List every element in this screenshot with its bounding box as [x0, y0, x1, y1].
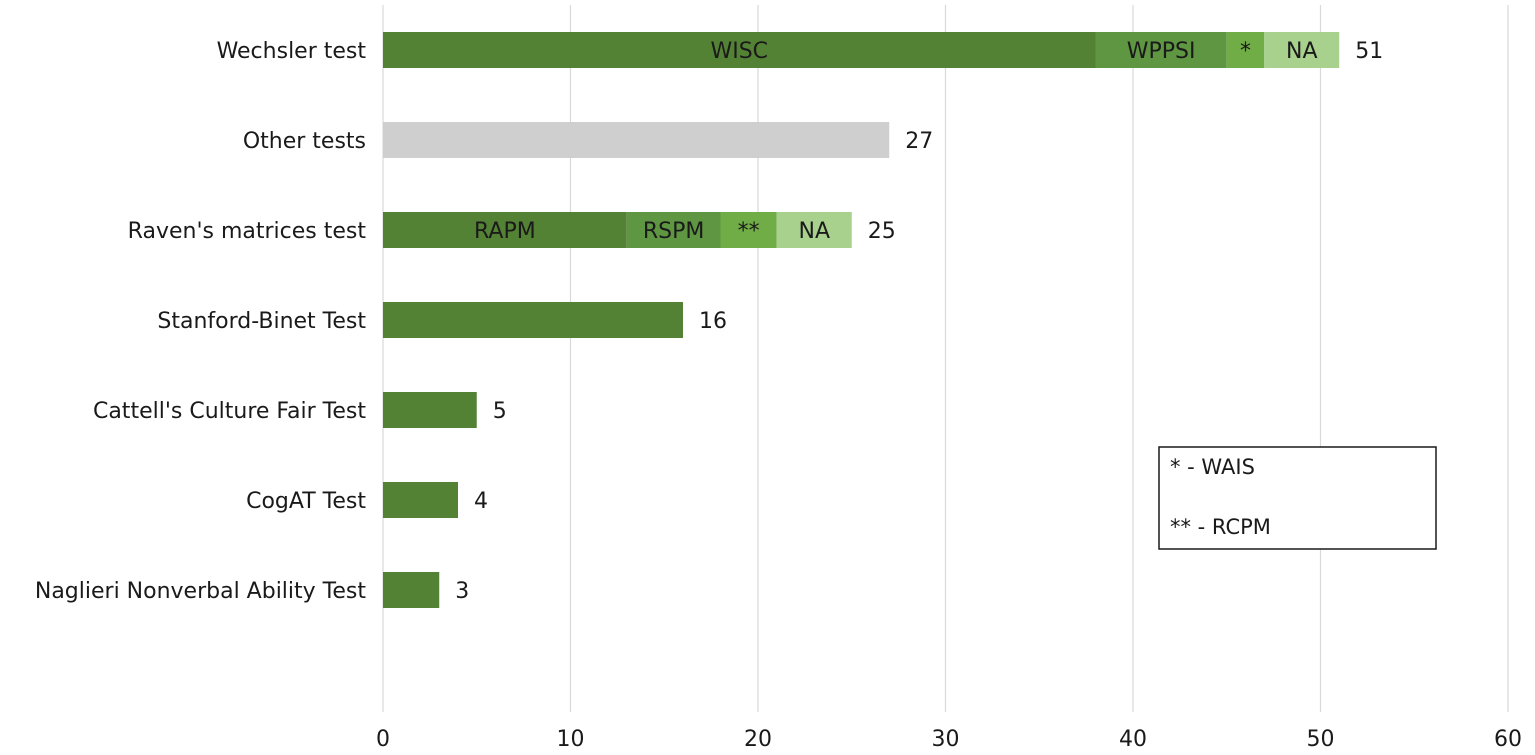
bar-segment [1226, 32, 1265, 68]
total-label: 3 [455, 579, 469, 604]
x-tick-label: 30 [932, 727, 960, 752]
bar-segment [383, 32, 1096, 68]
legend-box [1158, 446, 1437, 550]
category-labels: Wechsler test Other tests Raven's matrices… [35, 39, 367, 604]
category-label: Stanford-Binet Test [157, 309, 366, 334]
total-label: 16 [699, 309, 727, 334]
gridlines [382, 5, 1509, 712]
legend-entry-rcpm: ** - RCPM [1170, 515, 1271, 539]
category-label: Other tests [243, 129, 366, 154]
bar-segment [383, 572, 440, 608]
bars [383, 32, 1340, 608]
bar-segment [776, 212, 852, 248]
legend-entry-wais: * - WAIS [1170, 455, 1255, 479]
x-tick-label: 0 [376, 727, 390, 752]
bar-segment [626, 212, 721, 248]
total-label: 51 [1355, 39, 1383, 64]
bar-segment [1095, 32, 1227, 68]
segment-label: NA [798, 219, 830, 244]
segment-label: NA [1286, 39, 1318, 64]
segment-label: WPPSI [1127, 39, 1196, 64]
x-tick-labels: 0 10 20 30 40 50 60 [376, 727, 1522, 752]
category-label: Wechsler test [217, 39, 367, 64]
category-label: CogAT Test [246, 489, 366, 514]
bar-segment [383, 302, 683, 338]
x-tick-label: 40 [1119, 727, 1147, 752]
category-label: Raven's matrices test [128, 219, 367, 244]
segment-labels: WISC WPPSI * NA RAPM RSPM ** NA [474, 39, 1317, 244]
total-label: 25 [868, 219, 896, 244]
x-tick-label: 50 [1307, 727, 1335, 752]
bar-segment [383, 482, 458, 518]
category-label: Naglieri Nonverbal Ability Test [35, 579, 367, 604]
bar-segment [1264, 32, 1340, 68]
segment-label: ** [738, 219, 760, 244]
bar-segment [720, 212, 777, 248]
bar-segment [383, 212, 627, 248]
segment-label: WISC [710, 39, 768, 64]
category-label: Cattell's Culture Fair Test [93, 399, 366, 424]
segment-label: * [1240, 39, 1251, 64]
segment-label: RAPM [474, 219, 536, 244]
legend: * - WAIS ** - RCPM [1158, 446, 1437, 550]
x-tick-label: 20 [744, 727, 772, 752]
total-label: 4 [474, 489, 488, 514]
bar-segment [383, 392, 477, 428]
x-tick-label: 60 [1494, 727, 1522, 752]
segment-label: RSPM [643, 219, 705, 244]
total-labels: 51 27 25 16 5 4 3 [455, 39, 1383, 604]
total-label: 27 [905, 129, 933, 154]
bar-segment [383, 122, 890, 158]
total-label: 5 [493, 399, 507, 424]
x-tick-label: 10 [557, 727, 585, 752]
